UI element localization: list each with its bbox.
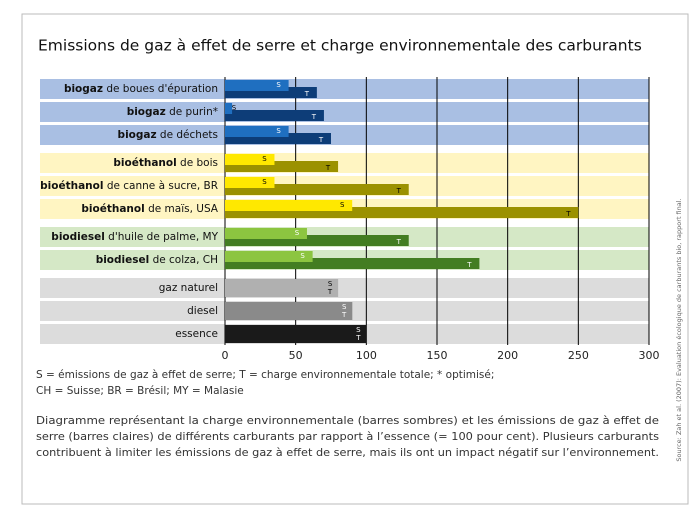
bar-label: S bbox=[300, 252, 305, 260]
row-band bbox=[40, 79, 649, 99]
description: serre (barres claires) de différents car… bbox=[36, 431, 659, 443]
legend-note: S = émissions de gaz à effet de serre; T… bbox=[36, 369, 494, 381]
category-label: biogaz de déchets bbox=[118, 129, 218, 141]
bar bbox=[225, 161, 339, 172]
category-rest: de maïs, USA bbox=[145, 203, 219, 215]
category-bold: bioéthanol bbox=[40, 180, 103, 192]
category-label: essence bbox=[175, 328, 218, 340]
x-tick-label: 300 bbox=[639, 349, 660, 362]
category-label: bioéthanol de canne à sucre, BR bbox=[40, 180, 218, 192]
bar-label: S bbox=[276, 81, 281, 89]
bar-label: T bbox=[466, 261, 472, 269]
bar bbox=[225, 207, 579, 218]
category-rest: de bois bbox=[177, 157, 218, 169]
bar bbox=[225, 103, 233, 114]
bar-label: T bbox=[396, 238, 402, 246]
category-label: diesel bbox=[187, 305, 218, 317]
bar-label: S bbox=[340, 201, 345, 209]
category-label: bioéthanol de maïs, USA bbox=[81, 203, 218, 215]
bar bbox=[225, 279, 339, 297]
bar-label: S bbox=[262, 178, 267, 186]
x-tick-label: 0 bbox=[222, 349, 229, 362]
category-bold: biogaz bbox=[118, 129, 157, 141]
bar bbox=[225, 251, 313, 262]
category-rest: de boues d'épuration bbox=[103, 83, 218, 95]
bar bbox=[225, 177, 275, 188]
bar bbox=[225, 126, 289, 137]
description: Diagramme représentant la charge environ… bbox=[36, 415, 659, 427]
bar-label: S bbox=[276, 127, 281, 135]
category-rest: de déchets bbox=[157, 129, 218, 141]
bar-label: T bbox=[327, 288, 333, 296]
category-bold: biodiesel bbox=[96, 254, 150, 266]
bar-label: S bbox=[342, 303, 347, 311]
bar-label: T bbox=[396, 187, 402, 195]
row-band bbox=[40, 153, 649, 173]
category-bold: biogaz bbox=[64, 83, 103, 95]
bar bbox=[225, 133, 331, 144]
bar bbox=[225, 80, 289, 91]
category-bold: biogaz bbox=[127, 106, 166, 118]
x-tick-label: 200 bbox=[497, 349, 518, 362]
bar-label: S bbox=[328, 280, 333, 288]
bar bbox=[225, 228, 307, 239]
bar-label: S bbox=[356, 326, 361, 334]
source: Source: Zah et al. (2007): Evaluation éc… bbox=[675, 198, 683, 461]
bar-label: T bbox=[311, 113, 317, 121]
row-band bbox=[40, 278, 649, 298]
category-bold: bioéthanol bbox=[113, 157, 176, 169]
bar bbox=[225, 154, 275, 165]
category-label: biodiesel d'huile de palme, MY bbox=[51, 231, 218, 243]
category-label: biodiesel de colza, CH bbox=[96, 254, 218, 266]
bar bbox=[225, 258, 480, 269]
category-rest: de canne à sucre, BR bbox=[103, 180, 218, 192]
x-tick-label: 150 bbox=[427, 349, 448, 362]
x-tick-label: 50 bbox=[289, 349, 303, 362]
bar-label: T bbox=[565, 210, 571, 218]
bar-label: T bbox=[318, 136, 324, 144]
legend-note: CH = Suisse; BR = Brésil; MY = Malasie bbox=[36, 385, 244, 397]
bar-label: T bbox=[355, 334, 361, 342]
category-rest: de purin* bbox=[166, 106, 218, 118]
category-rest: de colza, CH bbox=[149, 254, 218, 266]
chart-title: Emissions de gaz à effet de serre et cha… bbox=[38, 37, 642, 55]
x-tick-label: 250 bbox=[568, 349, 589, 362]
bar-label: S bbox=[262, 155, 267, 163]
category-label: bioéthanol de bois bbox=[113, 157, 218, 169]
bar-label: T bbox=[341, 311, 347, 319]
description: contribuent à limiter les émissions de g… bbox=[36, 447, 659, 459]
row-band bbox=[40, 102, 649, 122]
bar-label: T bbox=[325, 164, 331, 172]
category-label: gaz naturel bbox=[159, 282, 218, 294]
bar bbox=[225, 302, 353, 320]
bar-label: T bbox=[304, 90, 310, 98]
category-label: biogaz de purin* bbox=[127, 106, 218, 118]
bar bbox=[225, 200, 353, 211]
bar bbox=[225, 235, 409, 246]
category-rest: d'huile de palme, MY bbox=[105, 231, 219, 243]
category-bold: bioéthanol bbox=[81, 203, 144, 215]
bar bbox=[225, 184, 409, 195]
category-bold: biodiesel bbox=[51, 231, 105, 243]
category-label: biogaz de boues d'épuration bbox=[64, 83, 218, 95]
bar bbox=[225, 325, 367, 343]
bar bbox=[225, 87, 317, 98]
row-band bbox=[40, 125, 649, 145]
bar-label: S bbox=[232, 104, 237, 112]
bar bbox=[225, 110, 324, 121]
bar-label: S bbox=[295, 229, 300, 237]
x-tick-label: 100 bbox=[356, 349, 377, 362]
